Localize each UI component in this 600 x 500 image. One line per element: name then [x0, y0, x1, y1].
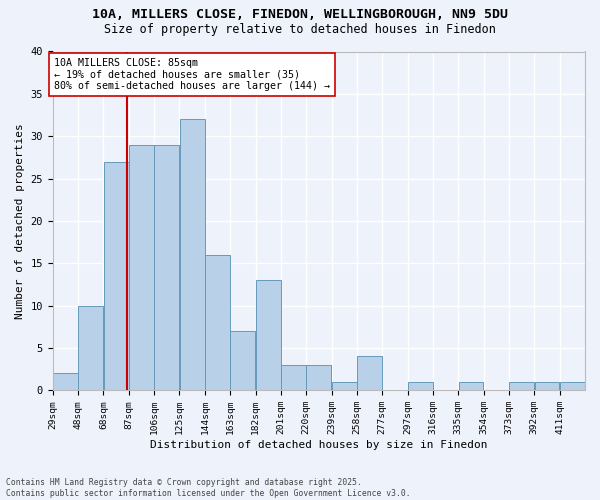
Text: 10A MILLERS CLOSE: 85sqm
← 19% of detached houses are smaller (35)
80% of semi-d: 10A MILLERS CLOSE: 85sqm ← 19% of detach… — [54, 58, 330, 92]
Bar — [509, 382, 534, 390]
Bar — [535, 382, 559, 390]
Bar — [332, 382, 356, 390]
Bar — [307, 365, 331, 390]
Bar — [180, 119, 205, 390]
Bar — [230, 331, 255, 390]
Bar — [560, 382, 585, 390]
X-axis label: Distribution of detached houses by size in Finedon: Distribution of detached houses by size … — [150, 440, 488, 450]
Text: Contains HM Land Registry data © Crown copyright and database right 2025.
Contai: Contains HM Land Registry data © Crown c… — [6, 478, 410, 498]
Bar — [79, 306, 103, 390]
Bar — [205, 254, 230, 390]
Bar — [154, 144, 179, 390]
Bar — [53, 374, 78, 390]
Text: Size of property relative to detached houses in Finedon: Size of property relative to detached ho… — [104, 22, 496, 36]
Bar — [104, 162, 128, 390]
Bar — [129, 144, 154, 390]
Bar — [408, 382, 433, 390]
Y-axis label: Number of detached properties: Number of detached properties — [15, 123, 25, 318]
Bar — [357, 356, 382, 390]
Bar — [458, 382, 484, 390]
Bar — [256, 280, 281, 390]
Text: 10A, MILLERS CLOSE, FINEDON, WELLINGBOROUGH, NN9 5DU: 10A, MILLERS CLOSE, FINEDON, WELLINGBORO… — [92, 8, 508, 20]
Bar — [281, 365, 306, 390]
